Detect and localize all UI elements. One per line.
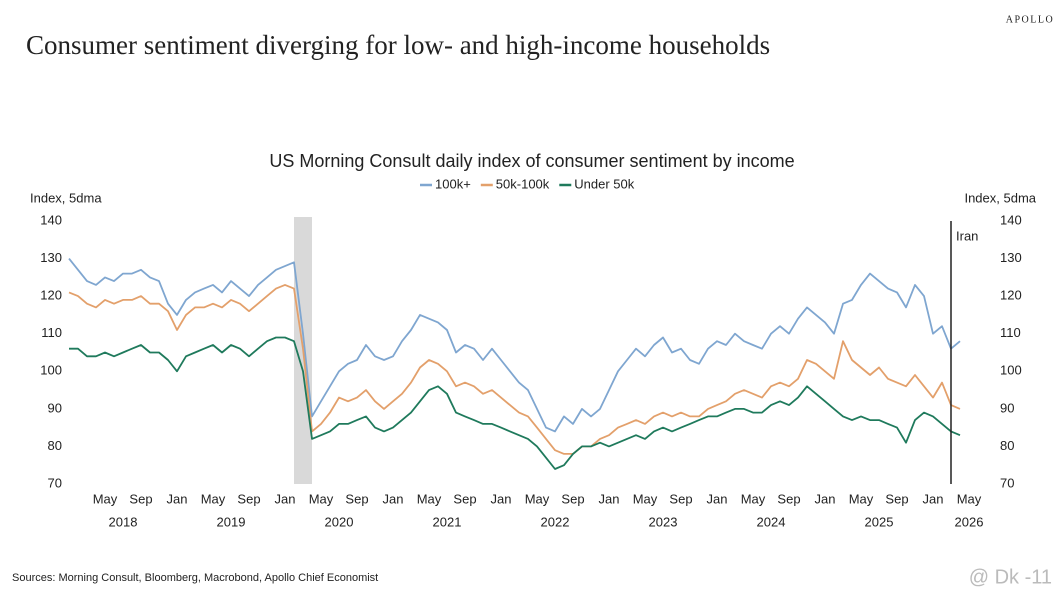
y2-tick-label: 100	[1000, 363, 1022, 378]
series-line	[68, 284, 961, 455]
x-tick-label: May	[741, 491, 766, 506]
y2-tick-label: 70	[1000, 475, 1014, 490]
x-tick-label: May	[309, 491, 334, 506]
source: Sources: Morning Consult, Bloomberg, Mac…	[12, 572, 378, 584]
watermark: @ Dk -11	[969, 566, 1052, 588]
y-tick-label: 80	[48, 438, 62, 453]
x-tick-label: Jan	[383, 491, 404, 506]
year-label: 2020	[325, 514, 354, 529]
y2-axis-label: Index, 5dma	[964, 190, 1036, 205]
y2-tick-label: 130	[1000, 250, 1022, 265]
x-tick-label: Sep	[453, 491, 476, 506]
x-tick-label: Sep	[561, 491, 584, 506]
y-tick-label: 70	[48, 475, 62, 490]
y2-tick-label: 80	[1000, 438, 1014, 453]
x-tick-label: Jan	[707, 491, 728, 506]
x-tick-label: May	[525, 491, 550, 506]
series-line	[69, 336, 961, 470]
legend-label: 100k+	[435, 176, 471, 191]
year-label: 2025	[865, 514, 894, 529]
chart-title: US Morning Consult daily index of consum…	[269, 151, 794, 171]
x-tick-label: May	[849, 491, 874, 506]
x-tick-label: Sep	[777, 491, 800, 506]
y2-tick-label: 110	[1000, 325, 1021, 340]
y-tick-label: 140	[40, 212, 62, 227]
year-label: 2024	[757, 514, 786, 529]
x-tick-label: May	[201, 491, 226, 506]
headline: Consumer sentiment diverging for low- an…	[26, 30, 770, 60]
x-tick-label: Jan	[923, 491, 944, 506]
x-tick-label: Jan	[815, 491, 836, 506]
year-label: 2023	[649, 514, 678, 529]
y-tick-label: 100	[40, 363, 62, 378]
year-label: 2021	[433, 514, 462, 529]
year-label: 2018	[109, 514, 138, 529]
y-tick-label: 90	[48, 400, 62, 415]
legend: 100k+ 50k-100k Under 50k	[420, 176, 635, 191]
y2-tick-label: 90	[1000, 400, 1014, 415]
x-tick-label: May	[93, 491, 118, 506]
x-tick-label: Jan	[275, 491, 296, 506]
year-label: 2026	[955, 514, 984, 529]
y-axis-label: Index, 5dma	[30, 190, 102, 205]
y2-tick-label: 140	[1000, 212, 1022, 227]
brand: APOLLO	[1006, 14, 1054, 25]
year-label: 2019	[217, 514, 246, 529]
y-tick-label: 120	[40, 288, 62, 303]
annotation-label: Iran	[956, 228, 978, 243]
year-label: 2022	[541, 514, 570, 529]
x-tick-label: May	[957, 491, 982, 506]
x-tick-label: Sep	[129, 491, 152, 506]
legend-label: 50k-100k	[496, 176, 550, 191]
y-tick-label: 110	[41, 325, 62, 340]
x-tick-label: May	[633, 491, 658, 506]
x-tick-label: May	[417, 491, 442, 506]
legend-label: Under 50k	[574, 176, 634, 191]
x-tick-label: Sep	[345, 491, 368, 506]
x-tick-label: Jan	[167, 491, 188, 506]
y-tick-label: 130	[40, 250, 62, 265]
x-tick-label: Sep	[237, 491, 260, 506]
x-tick-label: Sep	[885, 491, 908, 506]
y2-tick-label: 120	[1000, 288, 1022, 303]
x-tick-label: Jan	[491, 491, 512, 506]
x-tick-label: Jan	[599, 491, 620, 506]
series-line	[68, 258, 961, 433]
x-tick-label: Sep	[669, 491, 692, 506]
